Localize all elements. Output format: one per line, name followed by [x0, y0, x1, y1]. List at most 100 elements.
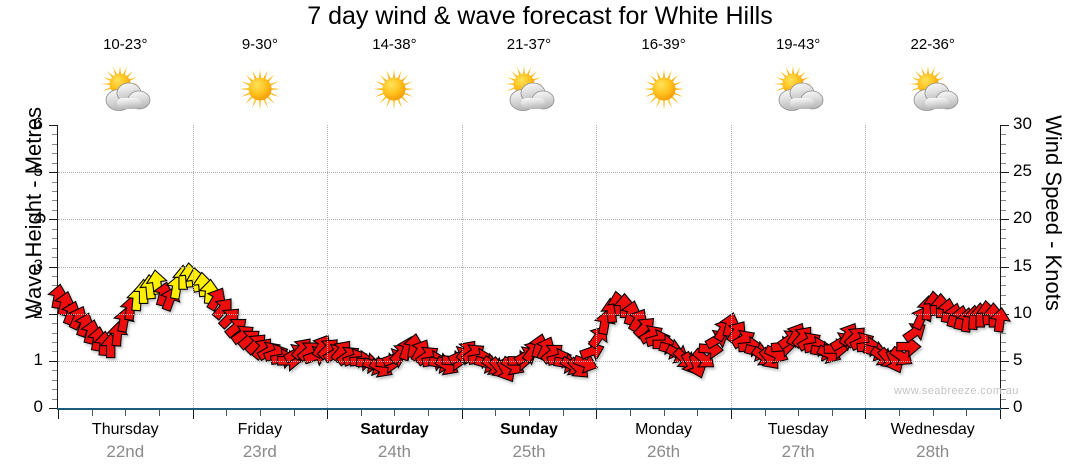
y-tick-minor-right: [1001, 200, 1006, 202]
cloud-icon: [778, 82, 824, 111]
y-tick-minor-right: [1001, 247, 1006, 249]
y-tick-left: [49, 360, 57, 362]
x-tick-6hour: [798, 410, 800, 416]
gridline-horizontal: [58, 313, 1000, 315]
day-number: 28th: [916, 442, 950, 461]
y-tick-left: [49, 313, 57, 315]
x-tick-6hour: [293, 410, 295, 416]
y-tick-label-right: 25: [1013, 161, 1032, 181]
y-tick-label-right: 0: [1013, 397, 1023, 416]
y-tick-minor-right: [1001, 351, 1006, 353]
x-tick-day: [1000, 410, 1001, 419]
y-tick-right: [1001, 172, 1009, 174]
y-tick-minor-left: [52, 257, 57, 259]
partly-cloudy-icon: [95, 60, 155, 118]
y-tick-minor-right: [1001, 228, 1006, 230]
y-axis-left-spine: [57, 125, 58, 409]
gridline-vertical: [461, 125, 463, 408]
y-tick-minor-left: [52, 332, 57, 334]
day-number: 26th: [647, 442, 681, 461]
x-tick-6hour: [125, 410, 127, 416]
x-tick-6hour: [360, 410, 362, 416]
day-label-sunday: Sunday 25th: [462, 421, 597, 471]
y-tick-minor-right: [1001, 304, 1006, 306]
x-tick-6hour: [663, 410, 665, 416]
gridline-vertical: [865, 125, 867, 408]
y-tick-left: [49, 266, 57, 268]
sunny-icon: [373, 68, 415, 110]
x-tick-6hour: [697, 410, 699, 416]
sunny-icon: [239, 68, 281, 110]
day-header-sunday: 21-37°: [462, 36, 597, 122]
y-tick-minor-left: [52, 389, 57, 391]
watermark: www.seabreeze.com.au: [894, 385, 1019, 397]
x-tick-6hour: [158, 410, 160, 416]
y-tick-minor-right: [1001, 257, 1006, 259]
y-tick-minor-left: [52, 275, 57, 277]
partly-cloudy-icon: [499, 60, 559, 118]
y-tick-minor-right: [1001, 134, 1006, 136]
gridline-horizontal: [58, 266, 1000, 268]
temperature-range: 9-30°: [241, 36, 278, 53]
y-tick-minor-right: [1001, 398, 1006, 400]
y-tick-minor-right: [1001, 153, 1006, 155]
gridline-vertical: [192, 125, 194, 408]
x-tick-day: [730, 410, 732, 419]
y-tick-minor-left: [52, 181, 57, 183]
x-tick-day: [192, 410, 194, 419]
y-axis-right-spine: [1000, 125, 1001, 409]
day-header-saturday: 14-38°: [327, 36, 462, 122]
y-tick-minor-left: [52, 370, 57, 372]
y-tick-right: [1001, 125, 1009, 126]
y-tick-minor-left: [52, 162, 57, 164]
y-tick-label-right: 30: [1013, 114, 1032, 133]
day-number: 25th: [512, 442, 546, 461]
y-tick-label-left: 6: [33, 114, 43, 133]
gridline-vertical: [327, 125, 329, 408]
day-header-friday: 9-30°: [193, 36, 328, 122]
x-tick-day: [327, 410, 329, 419]
gridline-horizontal: [58, 219, 1000, 221]
sunny-icon: [634, 60, 694, 118]
y-tick-right: [1001, 360, 1009, 362]
y-tick-label-left: 5: [33, 161, 43, 181]
y-tick-label-left: 1: [33, 349, 43, 369]
day-number: 23rd: [242, 442, 277, 461]
y-tick-label-right: 5: [1013, 349, 1023, 369]
cloud-icon: [913, 82, 959, 111]
cloud-icon: [105, 82, 151, 111]
cloud-icon: [509, 82, 555, 111]
y-tick-label-right: 10: [1013, 302, 1032, 322]
y-tick-minor-left: [52, 143, 57, 145]
day-number: 27th: [781, 442, 815, 461]
day-name: Friday: [237, 421, 283, 438]
y-tick-right: [1001, 266, 1009, 268]
x-tick-6hour: [932, 410, 934, 416]
partly-cloudy-icon: [768, 60, 828, 118]
y-tick-minor-right: [1001, 191, 1006, 193]
y-tick-minor-left: [52, 351, 57, 353]
x-tick-6hour: [629, 410, 631, 416]
temperature-range: 10-23°: [103, 36, 148, 53]
x-tick-6hour: [259, 410, 261, 416]
y-tick-minor-left: [52, 134, 57, 136]
day-header-tuesday: 19-43°: [731, 36, 866, 122]
day-number: 24th: [377, 442, 411, 461]
y-tick-minor-left: [52, 323, 57, 325]
x-axis-spine: [57, 408, 1001, 410]
x-tick-6hour: [91, 410, 93, 416]
x-tick-6hour: [562, 410, 564, 416]
day-name: Tuesday: [767, 421, 829, 438]
x-tick-6hour: [764, 410, 766, 416]
y-tick-minor-left: [52, 200, 57, 202]
y-tick-minor-left: [52, 285, 57, 287]
y-tick-minor-right: [1001, 341, 1006, 343]
x-tick-6hour: [529, 410, 530, 416]
y-tick-label-left: 0: [33, 397, 43, 416]
x-tick-6hour: [966, 410, 968, 416]
y-tick-minor-right: [1001, 143, 1006, 145]
temperature-range: 16-39°: [641, 36, 686, 53]
temperature-range: 14-38°: [372, 36, 417, 53]
day-header-monday: 16-39°: [596, 36, 731, 122]
